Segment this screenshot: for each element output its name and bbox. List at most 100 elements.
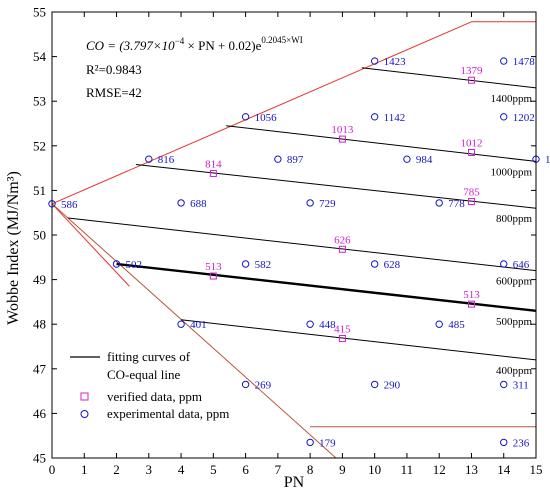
experimental-label: 984 bbox=[416, 154, 433, 166]
x-axis-title: PN bbox=[284, 474, 305, 491]
y-tick-label: 50 bbox=[33, 228, 46, 243]
experimental-point bbox=[500, 113, 508, 121]
verified-point bbox=[209, 169, 217, 177]
experimental-label: 485 bbox=[448, 319, 465, 331]
verified-label: 814 bbox=[205, 158, 222, 170]
experimental-label: 628 bbox=[384, 259, 401, 271]
verified-label: 513 bbox=[205, 261, 222, 273]
y-tick-label: 53 bbox=[33, 94, 46, 109]
experimental-label: 448 bbox=[319, 319, 336, 331]
y-tick-label: 55 bbox=[33, 5, 46, 20]
fitting-curve bbox=[226, 125, 537, 162]
fitting-curve-label: 1400ppm bbox=[490, 93, 532, 105]
experimental-label: 311 bbox=[513, 379, 529, 391]
y-tick-label: 45 bbox=[33, 451, 46, 466]
experimental-label: 1142 bbox=[384, 112, 406, 124]
curves-layer: 1400ppm 1000ppm 800ppm 600ppm 500ppm 400ppm bbox=[51, 11, 537, 459]
legend-experimental-marker bbox=[80, 410, 89, 418]
x-tick-label: 15 bbox=[530, 462, 543, 477]
verified-label: 1012 bbox=[460, 137, 482, 149]
experimental-point bbox=[435, 199, 443, 207]
y-tick-label: 46 bbox=[33, 406, 47, 421]
experimental-label: 1423 bbox=[384, 56, 407, 68]
boundary-line-brown bbox=[51, 203, 337, 459]
fitting-curve-label: 1000ppm bbox=[490, 166, 532, 178]
experimental-label: 1478 bbox=[513, 56, 536, 68]
experimental-label: 1056 bbox=[255, 112, 278, 124]
experimental-point bbox=[500, 57, 508, 65]
y-tick-label: 48 bbox=[33, 317, 46, 332]
x-tick-label: 12 bbox=[433, 462, 446, 477]
experimental-point bbox=[241, 380, 250, 389]
experimental-point bbox=[241, 260, 250, 268]
experimental-label: 897 bbox=[287, 154, 304, 166]
legend-verified-label: verified data, ppm bbox=[107, 389, 202, 404]
rmse: RMSE=42 bbox=[86, 85, 142, 100]
verified-point bbox=[467, 198, 475, 206]
experimental-label: 502 bbox=[126, 259, 142, 271]
verified-point bbox=[338, 334, 346, 342]
experimental-point bbox=[177, 199, 185, 207]
experimental-label: 816 bbox=[158, 154, 175, 166]
legend-fitting-label-2: CO-equal line bbox=[107, 367, 181, 382]
plot-frame bbox=[51, 11, 537, 459]
x-tick-label: 6 bbox=[242, 462, 249, 477]
verified-label: 415 bbox=[334, 323, 351, 335]
experimental-label: 1035 bbox=[545, 154, 550, 166]
experimental-point bbox=[370, 57, 379, 65]
verified-label: 1013 bbox=[331, 124, 354, 136]
y-axis-title: Wobbe Index (MJ/Nm³) bbox=[5, 171, 22, 325]
boundary-line-red bbox=[51, 203, 130, 287]
x-tick-label: 10 bbox=[368, 462, 381, 477]
experimental-label: 179 bbox=[319, 437, 336, 449]
fitting-curve-label: 500ppm bbox=[496, 316, 533, 328]
x-tick-label: 9 bbox=[339, 462, 346, 477]
experimental-point bbox=[370, 380, 379, 389]
experimental-point bbox=[306, 438, 314, 447]
verified-point bbox=[467, 148, 475, 156]
x-tick-label: 2 bbox=[113, 462, 120, 477]
fitting-curve bbox=[181, 319, 537, 361]
experimental-point bbox=[500, 380, 508, 389]
experimental-label: 778 bbox=[448, 198, 465, 210]
experimental-point bbox=[112, 260, 121, 268]
experimental-point bbox=[306, 199, 314, 207]
legend-fitting-label-1: fitting curves of bbox=[107, 349, 191, 364]
legend-experimental-label: experimental data, ppm bbox=[107, 406, 229, 421]
x-tick-label: 11 bbox=[401, 462, 414, 477]
formula: CO = (3.797×10−4 × PN + 0.02)e0.2045×WI bbox=[86, 35, 303, 53]
experimental-label: 582 bbox=[255, 259, 272, 271]
fitting-curve bbox=[135, 164, 537, 209]
y-tick-label: 49 bbox=[33, 272, 46, 287]
verified-label: 513 bbox=[463, 289, 480, 301]
r-squared: R²=0.9843 bbox=[86, 62, 142, 77]
verified-point bbox=[467, 76, 475, 84]
x-tick-label: 8 bbox=[307, 462, 314, 477]
experimental-point bbox=[274, 155, 282, 163]
experimental-point bbox=[500, 438, 508, 447]
boundary-line-red bbox=[51, 21, 472, 205]
fitting-curve-label: 400ppm bbox=[496, 365, 533, 377]
legend: fitting curves of CO-equal line verified… bbox=[70, 349, 229, 421]
verified-label: 626 bbox=[334, 234, 351, 246]
x-tick-label: 7 bbox=[275, 462, 282, 477]
verified-point bbox=[467, 300, 475, 308]
verified-point bbox=[338, 245, 346, 253]
verified-label: 785 bbox=[463, 187, 480, 199]
verified-point bbox=[338, 135, 346, 143]
y-tick-label: 52 bbox=[33, 138, 46, 153]
y-tick-label: 54 bbox=[33, 49, 47, 64]
experimental-label: 688 bbox=[190, 198, 207, 210]
experimental-point bbox=[145, 155, 153, 163]
x-tick-label: 5 bbox=[210, 462, 217, 477]
experimental-label: 236 bbox=[513, 437, 530, 449]
fitting-curve-label: 800ppm bbox=[496, 213, 533, 225]
fitting-curve bbox=[116, 262, 537, 313]
experimental-label: 290 bbox=[384, 379, 401, 391]
experimental-label: 401 bbox=[190, 319, 207, 331]
verified-point bbox=[209, 272, 217, 280]
experimental-point bbox=[370, 113, 379, 121]
experimental-point bbox=[500, 260, 508, 268]
experimental-point bbox=[435, 320, 443, 328]
